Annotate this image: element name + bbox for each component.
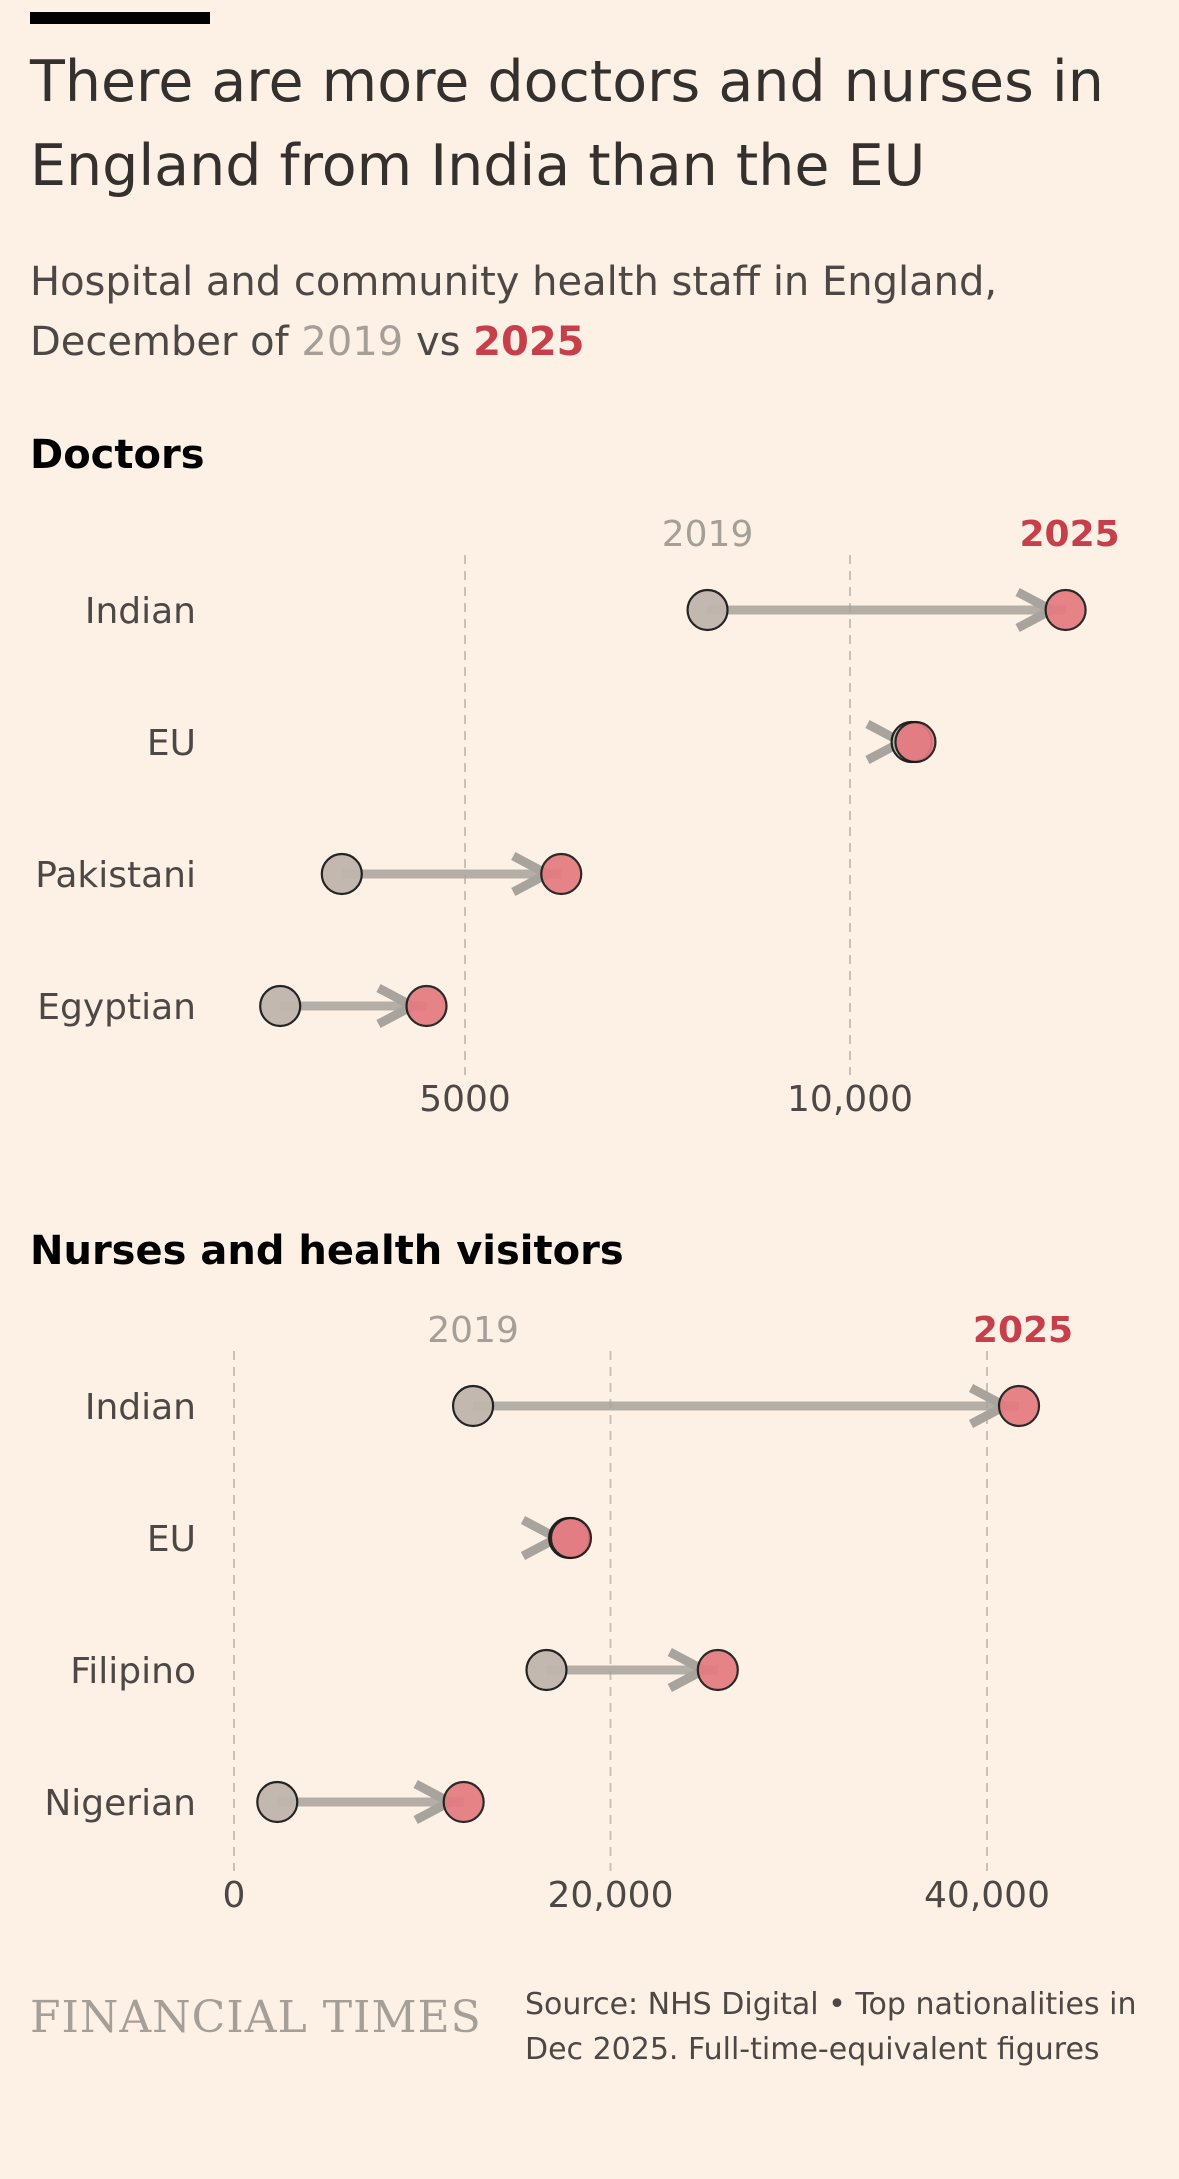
dot-2019	[525, 1648, 568, 1692]
dot-2025	[442, 1780, 485, 1824]
x-tick-label: 10,000	[787, 1079, 913, 1120]
dot-2019	[320, 852, 363, 896]
row-label: Indian	[85, 591, 196, 632]
row-label: Nigerian	[44, 1783, 196, 1824]
x-tick-label: 5000	[419, 1079, 511, 1120]
source-note: Source: NHS Digital • Top nationalities …	[525, 1987, 1137, 2067]
row-label: Filipino	[70, 1651, 196, 1692]
dot-2025	[1044, 588, 1087, 632]
nurses-panel-title: Nurses and health visitors	[30, 1228, 624, 1274]
series-label-2025: 2025	[1019, 514, 1119, 555]
series-label-2025: 2025	[973, 1310, 1073, 1351]
subtitle-vs: vs	[415, 319, 461, 365]
dot-2019	[256, 1780, 299, 1824]
dot-2019	[259, 984, 302, 1028]
dot-2025	[894, 720, 937, 764]
row-label: Pakistani	[35, 855, 196, 896]
doctors-panel-title: Doctors	[30, 432, 205, 478]
series-label-2019: 2019	[427, 1310, 519, 1351]
dot-2025	[997, 1384, 1041, 1428]
dot-2019	[686, 588, 729, 632]
dot-2025	[696, 1648, 739, 1692]
x-tick-label: 40,000	[924, 1875, 1050, 1916]
row-label: Indian	[85, 1387, 196, 1428]
dot-2019	[451, 1384, 495, 1428]
top-rule	[30, 12, 210, 24]
nurses-chart: 0 20,000 40,000 Indian 2019 2025 EU Filipino Nig…	[44, 1310, 1073, 1916]
subtitle-year-2025: 2025	[473, 319, 585, 365]
chart-subtitle: Hospital and community health staff in E…	[30, 252, 1140, 372]
dot-2025	[549, 1516, 593, 1560]
x-tick-label: 0	[223, 1875, 246, 1916]
ft-logo: FINANCIAL TIMES	[30, 1992, 482, 2043]
dot-2025	[405, 984, 448, 1028]
row-label: EU	[147, 1519, 196, 1560]
x-tick-label: 20,000	[548, 1875, 674, 1916]
subtitle-year-2019: 2019	[301, 319, 404, 365]
chart-title: There are more doctors and nurses in Eng…	[30, 49, 1104, 199]
subtitle-prefix: Hospital and community health staff in E…	[30, 259, 998, 305]
row-label: Egyptian	[37, 987, 196, 1028]
row-label: EU	[147, 723, 196, 764]
dot-2025	[540, 852, 583, 896]
series-label-2019: 2019	[662, 514, 754, 555]
doctors-chart: 5000 10,000 Indian 2019 2025 EU Pakistani Egypt…	[35, 514, 1119, 1120]
subtitle-mid: December of	[30, 319, 289, 365]
